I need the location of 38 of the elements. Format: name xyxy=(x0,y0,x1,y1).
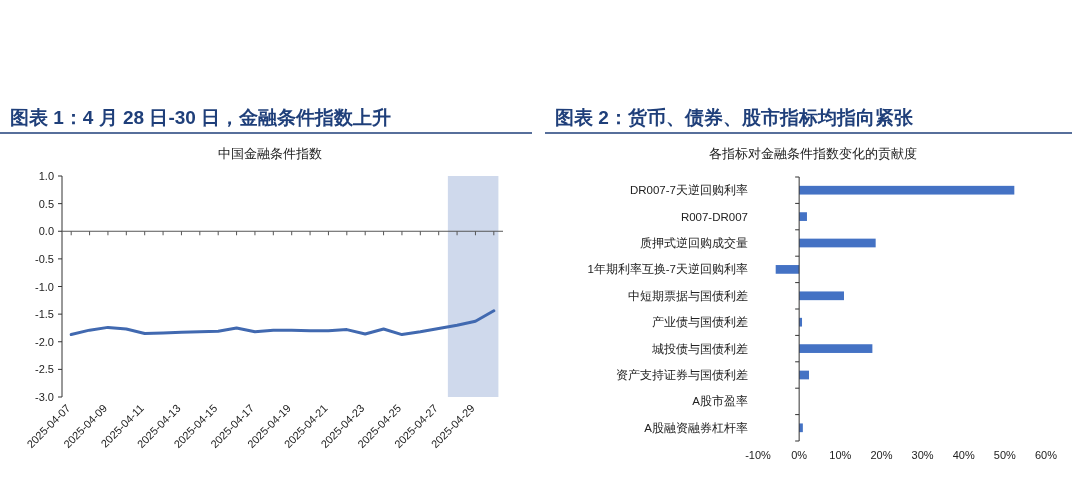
x-tick-label: 10% xyxy=(829,449,852,461)
y-tick-label: -2.0 xyxy=(35,335,54,348)
y-tick-label: -0.5 xyxy=(35,252,54,265)
x-tick-label: 50% xyxy=(993,449,1017,461)
y-tick-label: 1.0 xyxy=(38,170,54,182)
bar xyxy=(799,238,876,248)
chart-subtitle: 各指标对金融条件指数变化的贡献度 xyxy=(708,146,917,161)
y-tick-label: 0.5 xyxy=(38,197,54,210)
x-tick-label: 0% xyxy=(791,449,808,461)
y-tick-label: 产业债与国债利差 xyxy=(652,315,748,329)
bar xyxy=(799,344,873,353)
y-tick-label: 中短期票据与国债利差 xyxy=(628,289,748,302)
y-tick-label: -1.5 xyxy=(35,308,54,321)
chart-title: 图表 1：4 月 28 日-30 日，金融条件指数上升 xyxy=(10,107,392,128)
chart-title: 图表 2：货币、债券、股市指标均指向紧张 xyxy=(555,107,914,128)
x-tick-label: 30% xyxy=(911,449,934,461)
bar xyxy=(799,291,844,301)
x-tick-label: -10% xyxy=(745,449,772,461)
y-tick-label: 资产支持证券与国债利差 xyxy=(616,368,748,381)
bar xyxy=(799,212,807,221)
bar xyxy=(799,185,1015,195)
chart-subtitle: 中国金融条件指数 xyxy=(218,146,322,161)
x-tick-label: 20% xyxy=(870,449,893,461)
y-tick-label: 1年期利率互换-7天逆回购利率 xyxy=(587,262,748,276)
x-tick-label: 40% xyxy=(952,449,975,461)
y-tick-label: 城投债与国债利差 xyxy=(651,342,748,355)
y-tick-label: 0.0 xyxy=(38,225,54,238)
y-tick-label: 质押式逆回购成交量 xyxy=(640,236,748,249)
y-tick-label: DR007-7天逆回购利率 xyxy=(629,183,748,197)
y-tick-label: A股市盈率 xyxy=(692,394,748,408)
bar xyxy=(775,265,800,274)
line-series xyxy=(69,309,496,337)
y-tick-label: R007-DR007 xyxy=(680,210,748,223)
y-tick-label: -1.0 xyxy=(35,280,54,293)
y-tick-label: A股融资融券杠杆率 xyxy=(644,420,748,434)
y-tick-label: -2.5 xyxy=(35,363,54,376)
x-tick-label: 60% xyxy=(1034,449,1058,461)
y-tick-label: -3.0 xyxy=(35,391,54,403)
